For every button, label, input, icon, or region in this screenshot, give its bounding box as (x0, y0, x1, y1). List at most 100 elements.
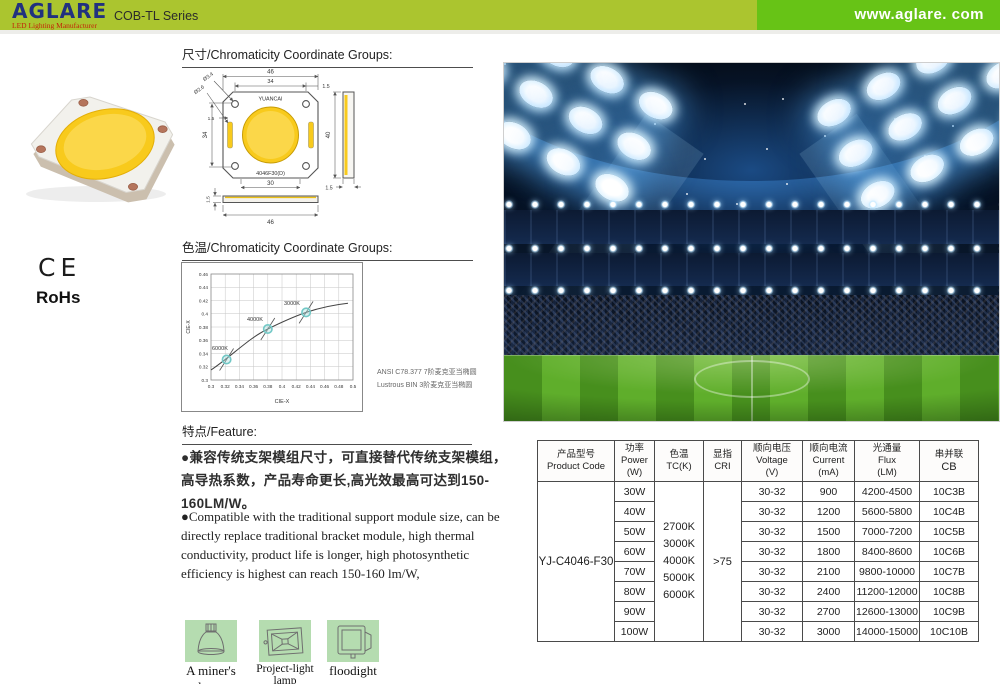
col-tc: 色温 TC(K) (654, 440, 704, 482)
stadium-application-photo (503, 62, 1000, 422)
stars (504, 63, 506, 65)
header-bar: AGLARE LED Lighting Manufacturer COB-TL … (0, 0, 1000, 30)
dim-electrode-diameter: Ø2.6 (193, 84, 206, 95)
cell-product-code: YJ-C4046-F30 (537, 481, 615, 642)
x-tick: 0.32 (221, 384, 231, 389)
brand-tagline: LED Lighting Manufacturer (12, 21, 97, 30)
x-tick: 0.3 (208, 384, 215, 389)
spec-header-row: 产品型号 Product Code 功率 Power (W) 色温 TC(K) … (537, 440, 979, 482)
stand-tier-lower (504, 253, 999, 286)
dim-bottom-width: 46 (267, 220, 274, 226)
spec-table: 产品型号 Product Code 功率 Power (W) 色温 TC(K) … (537, 440, 979, 642)
application-label-project-light: Project-light lamp (256, 663, 314, 684)
stand-lights-row (504, 244, 999, 253)
blackbody-locus-curve (210, 302, 349, 371)
chart-annotation: ANSI C78.377 7阶麦克亚当椭圆 Lustrous BIN 3阶麦克亚… (377, 366, 502, 393)
brand-name: AGLARE (12, 0, 108, 23)
x-tick: 0.38 (263, 384, 273, 389)
col-cri: 显指 CRI (703, 440, 742, 482)
header-divider (0, 30, 1000, 34)
stand-tier-upper (504, 210, 999, 244)
dim-hole-diameter: Ø3.4 (202, 71, 215, 82)
dim-left-height: 34 (203, 131, 209, 138)
center-circle (693, 360, 810, 398)
col-cb: 串并联 CB (919, 440, 979, 482)
feature-bullet-chinese: ●兼容传统支架模组尺寸，可直接替代传统支架模组，高导热系数，产品寿命更长,高光效… (181, 450, 507, 511)
label-4000k: 4000K (247, 317, 263, 323)
annotation-ansi: ANSI C78.377 7阶麦克亚当椭圆 (377, 369, 477, 376)
cell-power: 30W (614, 481, 655, 502)
application-tile-miners-lamp (185, 620, 237, 662)
cob-module-photo (26, 96, 175, 203)
ce-certification-mark: CE (38, 253, 82, 282)
feature-section-title: 特点/Feature: (182, 421, 472, 445)
y-tick: 0.46 (199, 272, 209, 277)
spec-row: YJ-C4046-F30 30W 2700K 3000K 4000K 5000K… (537, 481, 979, 642)
point-6000k (221, 354, 232, 365)
col-power: 功率 Power (W) (614, 440, 655, 482)
y-axis-label: CIE-X (186, 320, 192, 334)
application-label-miners-lamp: A miner's lamp (186, 663, 236, 684)
cell-cri: >75 (703, 481, 742, 642)
y-tick: 0.44 (199, 285, 209, 290)
cell-flux: 4200-4500 (854, 481, 920, 502)
annotation-bin: Lustrous BIN 3阶麦克亚当椭圆 (377, 382, 473, 390)
feature-bullet-english: ●Compatible with the traditional support… (181, 509, 500, 581)
dim-inner-width: 34 (267, 79, 273, 85)
dim-top-width: 46 (267, 70, 274, 76)
x-tick: 0.36 (249, 384, 259, 389)
cell-cb: 10C3B (919, 481, 979, 502)
label-6000k: 6000K (212, 346, 228, 352)
spec-row: 80W 30-32 2400 11200-12000 10C8B (538, 581, 979, 602)
application-tile-floodlight (327, 620, 379, 662)
y-tick: 0.36 (199, 338, 209, 343)
x-tick: 0.44 (306, 384, 316, 389)
spec-row: 100W 30-32 3000 14000-15000 10C10B (538, 621, 979, 642)
soccer-field (504, 355, 999, 421)
y-tick: 0.4 (201, 312, 208, 317)
y-tick: 0.42 (199, 299, 209, 304)
halfway-line (750, 356, 753, 421)
module-brand-mark: YUANCAI (259, 97, 283, 103)
col-product-code: 产品型号 Product Code (537, 440, 615, 482)
module-model-mark: 4046F30(D) (256, 171, 285, 177)
dimension-drawing: YUANCAI 4046F30(D) 4 (193, 70, 361, 226)
application-tile-project-light (259, 620, 311, 662)
col-flux: 光通量 Flux (LM) (854, 440, 920, 482)
x-tick: 0.42 (292, 384, 302, 389)
dimensions-section-title: 尺寸/Chromaticity Coordinate Groups: (182, 44, 473, 68)
col-voltage: 顺向电压 Voltage (V) (741, 440, 803, 482)
dim-top-right: 1.5 (322, 84, 329, 90)
dim-side-height: 40 (326, 131, 332, 138)
spec-row: 70W 30-32 2100 9800-10000 10C7B (538, 561, 979, 582)
application-label-floodlight: floodight (329, 663, 377, 678)
website-link[interactable]: www.aglare. com (757, 0, 1000, 30)
stand-lights-row (504, 200, 999, 209)
dim-plate-thickness: 1.5 (206, 196, 212, 203)
x-tick: 0.4 (279, 384, 286, 389)
y-tick: 0.38 (199, 325, 209, 330)
chromaticity-section-title: 色温/Chromaticity Coordinate Groups: (182, 237, 473, 261)
cell-voltage: 30-32 (741, 481, 803, 502)
x-tick: 0.5 (350, 384, 357, 389)
brand-logo: AGLARE LED Lighting Manufacturer (12, 1, 107, 30)
cell-tc-values: 2700K 3000K 4000K 5000K 6000K (654, 481, 704, 642)
y-tick: 0.34 (199, 352, 209, 357)
stand-lights-row (504, 286, 999, 295)
x-tick: 0.34 (235, 384, 245, 389)
label-3000k: 3000K (284, 301, 300, 307)
series-label: COB-TL Series (114, 9, 199, 23)
point-4000k (262, 323, 273, 334)
miners-lamp-icon (197, 623, 225, 655)
project-light-icon (263, 627, 304, 656)
chromaticity-chart: 0.46 0.44 0.42 0.4 0.38 0.36 0.34 0.32 0… (181, 262, 363, 412)
rohs-certification-mark: RoHs (36, 288, 81, 307)
cell-current: 900 (802, 481, 855, 502)
x-axis-label: CIE-X (275, 399, 290, 405)
spec-row: 40W 30-32 1200 5600-5800 10C4B (538, 501, 979, 522)
dim-bottom-inner: 30 (267, 181, 274, 187)
y-tick: 0.3 (201, 378, 208, 383)
floodlight-icon (337, 625, 372, 659)
dim-side-thickness: 1.5 (325, 186, 332, 192)
